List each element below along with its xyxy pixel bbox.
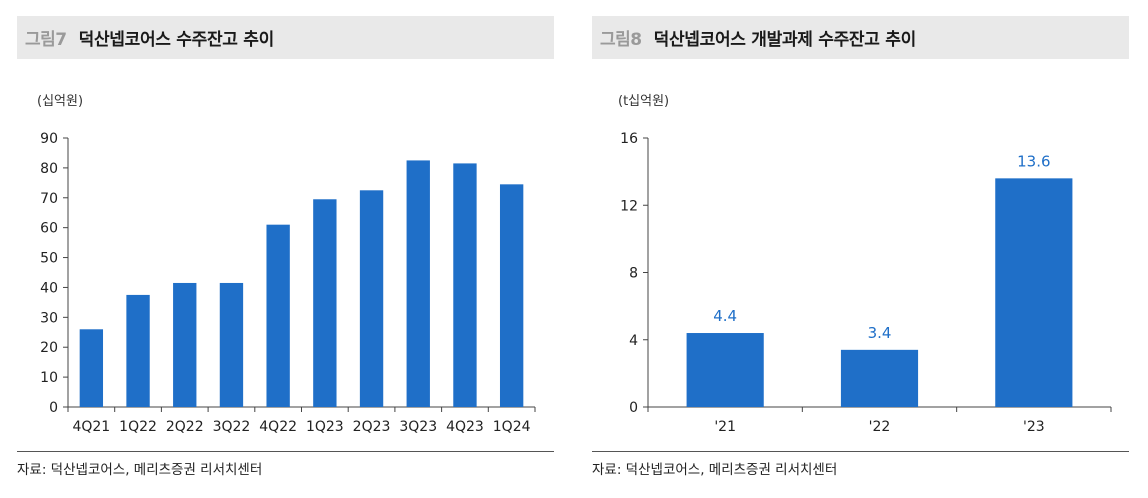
figure-7-source: 자료: 덕산넵코어스, 메리츠증권 리서치센터 — [17, 462, 263, 478]
figure-7-chart: 0 10 20 30 40 50 60 70 80 90 4Q21 1Q22 2Q22 3Q22 4Q22 1… — [40, 131, 536, 435]
y-tick-label: 16 — [620, 131, 638, 147]
y-tick-label: 10 — [40, 370, 58, 386]
figure-7-title: 덕산넵코어스 수주잔고 추이 — [78, 30, 275, 50]
bar — [219, 282, 244, 407]
x-tick-label: 1Q22 — [119, 419, 157, 435]
data-label: 3.4 — [868, 324, 892, 342]
figure-7-label: 그림7 — [25, 30, 67, 50]
bar — [499, 184, 524, 407]
figure-8-panel: 그림8 덕산넵코어스 개발과제 수주잔고 추이 (t십억원) 0 4 8 12 16 '2… — [592, 0, 1129, 498]
figure-7-title-bar: 그림7 덕산넵코어스 수주잔고 추이 — [17, 16, 554, 59]
figure-8-source: 자료: 덕산넵코어스, 메리츠증권 리서치센터 — [592, 462, 838, 478]
x-tick-label: 3Q23 — [399, 419, 437, 435]
y-tick-label: 90 — [40, 131, 58, 147]
x-tick-label: 4Q23 — [446, 419, 484, 435]
figure-8-source-divider — [592, 451, 1129, 452]
y-tick-label: 40 — [40, 280, 58, 296]
y-tick-label: 20 — [40, 340, 58, 356]
x-tick-label: 4Q21 — [72, 419, 110, 435]
bar — [359, 190, 384, 407]
y-tick-label: 70 — [40, 191, 58, 207]
y-tick-label: 60 — [40, 221, 58, 237]
x-tick-label: '21 — [714, 419, 736, 435]
bar — [173, 282, 197, 407]
bar — [313, 199, 337, 407]
x-tick-label: 2Q22 — [166, 419, 204, 435]
bar — [79, 329, 104, 407]
y-tick-label: 50 — [40, 251, 58, 267]
y-tick-label: 4 — [629, 333, 638, 349]
x-tick-label: 2Q23 — [353, 419, 391, 435]
bar — [686, 333, 764, 407]
data-label: 4.4 — [713, 307, 737, 325]
bar — [840, 349, 919, 407]
bar — [406, 160, 430, 407]
bar — [266, 224, 290, 407]
y-tick-label: 12 — [620, 198, 638, 214]
y-tick-label: 0 — [629, 400, 638, 416]
y-tick-label: 0 — [49, 400, 58, 416]
figure-8-title-bar: 그림8 덕산넵코어스 개발과제 수주잔고 추이 — [592, 16, 1129, 59]
x-tick-label: 1Q24 — [493, 419, 531, 435]
figure-8-label: 그림8 — [600, 30, 642, 50]
figure-8-unit-label: (t십억원) — [618, 94, 670, 109]
figure-7-panel: 그림7 덕산넵코어스 수주잔고 추이 (십억원) 0 10 20 30 40 50 60 70… — [17, 0, 554, 498]
figure-7-unit-label: (십억원) — [37, 94, 84, 109]
bar — [453, 163, 477, 407]
bar — [995, 178, 1073, 407]
x-tick-label: 3Q22 — [213, 419, 251, 435]
y-tick-label: 30 — [40, 310, 58, 326]
bar — [126, 294, 150, 407]
figure-8-title: 덕산넵코어스 개발과제 수주잔고 추이 — [653, 30, 917, 50]
y-tick-label: 8 — [629, 266, 638, 282]
x-tick-label: '23 — [1023, 419, 1045, 435]
figure-7-source-divider — [17, 451, 554, 452]
y-tick-label: 80 — [40, 161, 58, 177]
x-tick-label: 1Q23 — [306, 419, 344, 435]
data-label: 13.6 — [1017, 152, 1050, 170]
x-tick-label: '22 — [869, 419, 891, 435]
figure-8-chart: 0 4 8 12 16 '21 4.4 '22 3.4 '23 13.6 — [620, 131, 1112, 435]
x-tick-label: 4Q22 — [259, 419, 297, 435]
